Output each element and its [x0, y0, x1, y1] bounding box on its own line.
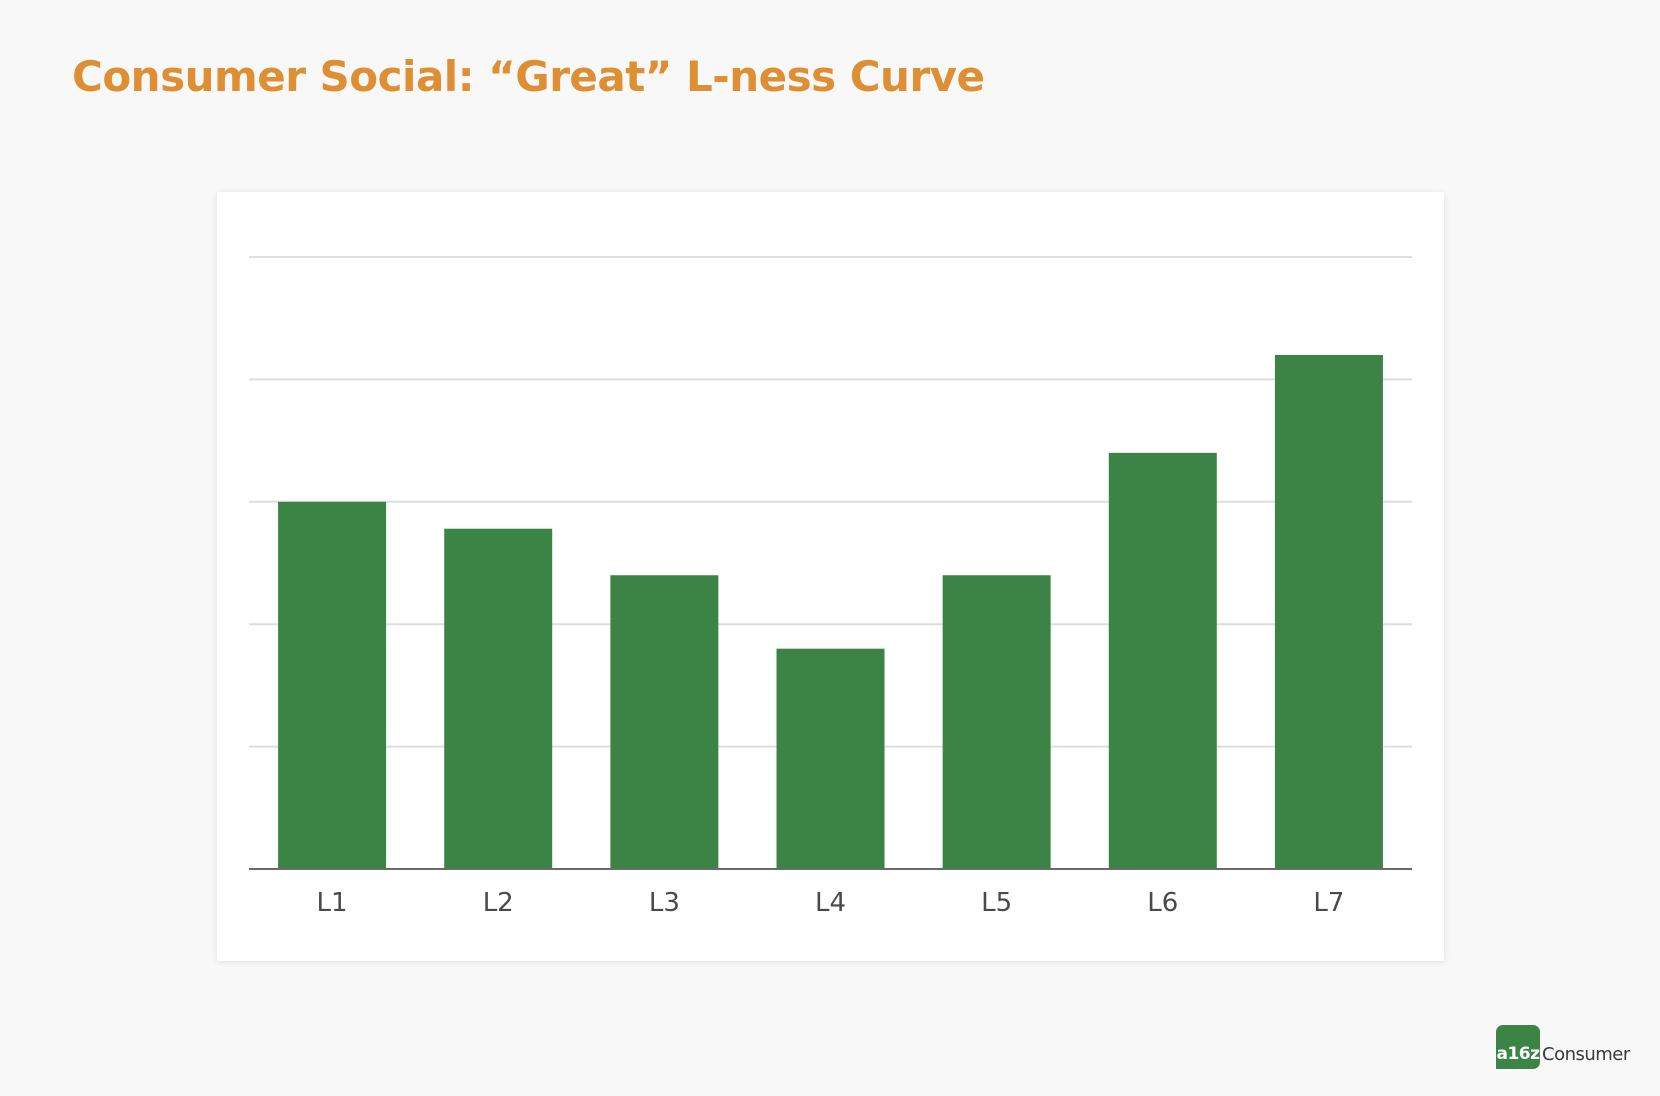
x-tick-label-l6: L6	[1147, 888, 1178, 918]
bar-l4	[776, 648, 885, 869]
bar-l2	[444, 528, 553, 869]
gridlines	[249, 256, 1412, 748]
brand-name: Consumer	[1542, 1044, 1630, 1065]
x-tick-label-l4: L4	[815, 888, 846, 918]
bar-chart: L1 L2 L3 L4 L5 L6 L7	[249, 256, 1412, 918]
x-tick-label-l5: L5	[981, 888, 1012, 918]
x-tick-label-l1: L1	[317, 888, 348, 918]
x-axis: L1 L2 L3 L4 L5 L6 L7	[249, 868, 1412, 918]
slide-title: Consumer Social: “Great” L-ness Curve	[72, 52, 985, 101]
bar-l3	[610, 575, 719, 869]
a16z-logo-mark: a16z	[1496, 1025, 1540, 1069]
bar-l1	[278, 501, 387, 869]
x-tick-label-l2: L2	[483, 888, 514, 918]
chart-card: L1 L2 L3 L4 L5 L6 L7	[217, 192, 1444, 961]
bars	[278, 354, 1383, 869]
x-tick-label-l3: L3	[649, 888, 680, 918]
bar-l5	[942, 575, 1051, 869]
bar-l6	[1108, 452, 1217, 869]
x-tick-label-l7: L7	[1313, 888, 1344, 918]
bar-l7	[1274, 354, 1383, 869]
brand-logo: a16z Consumer	[1496, 1025, 1630, 1069]
